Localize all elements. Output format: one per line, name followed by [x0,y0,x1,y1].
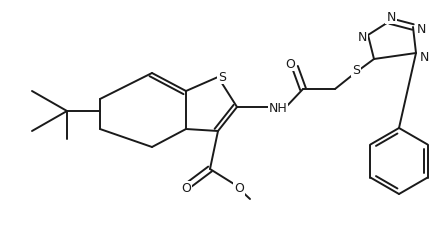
Text: S: S [218,70,226,83]
Text: N: N [416,22,426,35]
Text: O: O [181,182,191,195]
Text: N: N [386,11,396,23]
Text: N: N [357,30,367,43]
Text: NH: NH [269,101,287,114]
Text: N: N [419,50,429,63]
Text: O: O [234,182,244,195]
Text: S: S [352,63,360,76]
Text: O: O [285,57,295,70]
